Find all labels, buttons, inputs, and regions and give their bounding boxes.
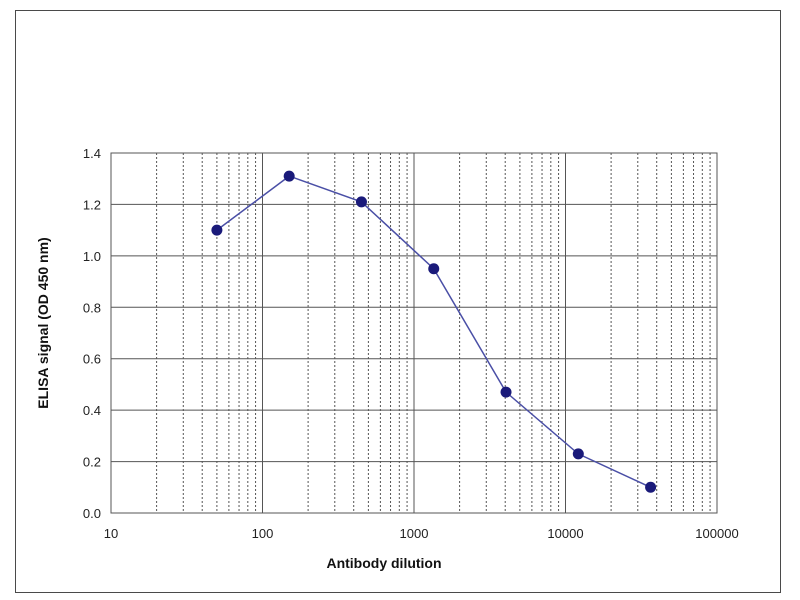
y-tick-label: 0.0 [83, 506, 101, 521]
x-tick-label: 10 [104, 526, 118, 541]
y-tick-label: 1.0 [83, 249, 101, 264]
y-axis-title: ELISA signal (OD 450 nm) [35, 237, 51, 408]
data-point [572, 448, 584, 460]
y-tick-label: 0.6 [83, 352, 101, 367]
x-tick-label: 100000 [695, 526, 738, 541]
x-axis-title: Antibody dilution [326, 555, 441, 571]
series-line-layer [216, 175, 651, 488]
y-tick-label: 1.2 [83, 197, 101, 212]
chart-frame [15, 10, 781, 593]
series-line [216, 175, 651, 488]
data-point [211, 224, 223, 236]
data-point [283, 170, 295, 182]
x-tick-label: 10000 [547, 526, 583, 541]
tick-labels-layer: 10 100 1000 10000 100000 0.0 0.2 0.4 0.6 0.8 1.0 1.… [83, 146, 739, 541]
data-points-layer [211, 170, 657, 493]
x-tick-label: 1000 [400, 526, 429, 541]
y-tick-label: 0.4 [83, 403, 101, 418]
y-tick-label: 0.8 [83, 300, 101, 315]
data-point [428, 263, 440, 275]
y-tick-label: 0.2 [83, 455, 101, 470]
y-tick-label: 1.4 [83, 146, 101, 161]
data-point [500, 386, 512, 398]
data-point [355, 196, 367, 208]
grid-layer [110, 152, 718, 514]
plot-area [110, 152, 718, 514]
data-point [645, 481, 657, 493]
x-tick-label: 100 [252, 526, 274, 541]
